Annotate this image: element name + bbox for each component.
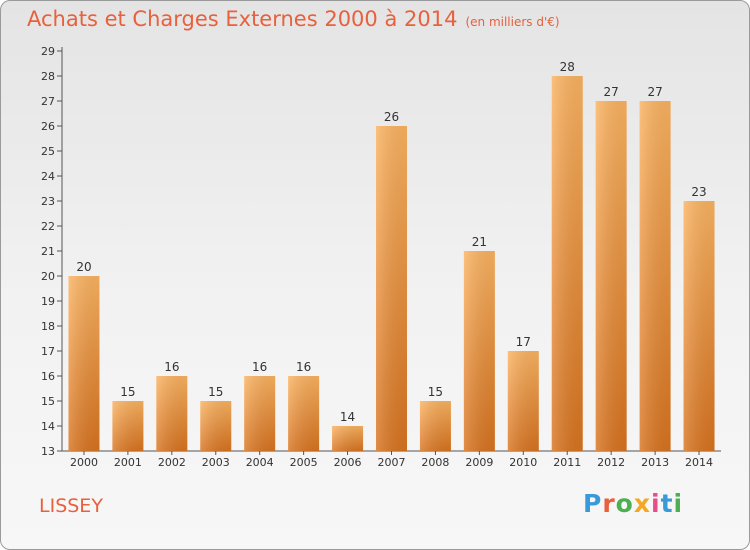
bar-shade bbox=[376, 126, 407, 451]
bar-shade bbox=[419, 401, 451, 451]
y-tick-label: 29 bbox=[41, 45, 55, 58]
data-label: 20 bbox=[76, 260, 91, 274]
data-label: 15 bbox=[428, 385, 443, 399]
logo-letter: o bbox=[615, 489, 634, 518]
y-tick-label: 25 bbox=[41, 145, 55, 158]
bar-shade bbox=[463, 251, 495, 451]
proxiti-logo: Proxiti bbox=[583, 489, 683, 518]
y-tick-label: 13 bbox=[41, 445, 55, 458]
y-tick-label: 16 bbox=[41, 370, 55, 383]
bar-shade bbox=[244, 376, 276, 451]
bar-shade bbox=[683, 201, 715, 451]
chart-title-unit: (en milliers d'€) bbox=[465, 15, 560, 29]
bar-shade bbox=[332, 426, 364, 451]
x-tick-label: 2009 bbox=[465, 456, 493, 469]
y-tick-label: 22 bbox=[41, 220, 55, 233]
data-label: 15 bbox=[208, 385, 223, 399]
commune-name: LISSEY bbox=[39, 495, 103, 517]
bar-shade bbox=[200, 401, 232, 451]
x-tick-label: 2014 bbox=[685, 456, 713, 469]
y-tick-label: 27 bbox=[41, 95, 55, 108]
x-tick-label: 2012 bbox=[597, 456, 625, 469]
y-tick-label: 19 bbox=[41, 295, 55, 308]
y-tick-label: 15 bbox=[41, 395, 55, 408]
logo-letter: x bbox=[633, 489, 651, 518]
data-label: 27 bbox=[647, 85, 662, 99]
data-label: 16 bbox=[164, 360, 179, 374]
chart-title-main: Achats et Charges Externes 2000 à 2014 bbox=[27, 7, 458, 31]
logo-letter: i bbox=[651, 489, 661, 518]
data-label: 23 bbox=[691, 185, 706, 199]
bar-shade bbox=[68, 276, 100, 451]
x-tick-label: 2002 bbox=[158, 456, 186, 469]
data-label: 17 bbox=[516, 335, 531, 349]
x-tick-label: 2008 bbox=[421, 456, 449, 469]
data-label: 26 bbox=[384, 110, 399, 124]
x-tick-label: 2011 bbox=[553, 456, 581, 469]
x-tick-label: 2007 bbox=[378, 456, 406, 469]
y-tick-label: 17 bbox=[41, 345, 55, 358]
y-tick-label: 26 bbox=[41, 120, 55, 133]
bar-shade bbox=[288, 376, 320, 451]
data-label: 16 bbox=[296, 360, 311, 374]
bar-shade bbox=[156, 376, 188, 451]
data-label: 14 bbox=[340, 410, 355, 424]
logo-letter: i bbox=[673, 489, 684, 518]
logo-letter: r bbox=[602, 489, 616, 518]
bar-shade bbox=[112, 401, 144, 451]
x-tick-label: 2000 bbox=[70, 456, 98, 469]
y-tick-label: 20 bbox=[41, 270, 55, 283]
chart-title: Achats et Charges Externes 2000 à 2014 (e… bbox=[27, 7, 560, 31]
data-label: 15 bbox=[120, 385, 135, 399]
data-label: 28 bbox=[560, 60, 575, 74]
y-tick-label: 28 bbox=[41, 70, 55, 83]
x-tick-label: 2001 bbox=[114, 456, 142, 469]
data-label: 27 bbox=[604, 85, 619, 99]
logo-letter: P bbox=[583, 489, 603, 518]
x-tick-label: 2003 bbox=[202, 456, 230, 469]
x-tick-label: 2004 bbox=[246, 456, 274, 469]
x-tick-label: 2013 bbox=[641, 456, 669, 469]
y-tick-label: 14 bbox=[41, 420, 55, 433]
x-tick-label: 2010 bbox=[509, 456, 537, 469]
y-tick-label: 24 bbox=[41, 170, 55, 183]
bar-shade bbox=[507, 351, 539, 451]
y-tick-label: 18 bbox=[41, 320, 55, 333]
data-label: 21 bbox=[472, 235, 487, 249]
x-tick-label: 2005 bbox=[290, 456, 318, 469]
x-tick-label: 2006 bbox=[334, 456, 362, 469]
y-tick-label: 23 bbox=[41, 195, 55, 208]
bar-shade bbox=[551, 76, 583, 451]
y-tick-label: 21 bbox=[41, 245, 55, 258]
bar-shade bbox=[595, 101, 627, 451]
bar-shade bbox=[639, 101, 671, 451]
data-label: 16 bbox=[252, 360, 267, 374]
logo-letter: t bbox=[660, 489, 674, 518]
